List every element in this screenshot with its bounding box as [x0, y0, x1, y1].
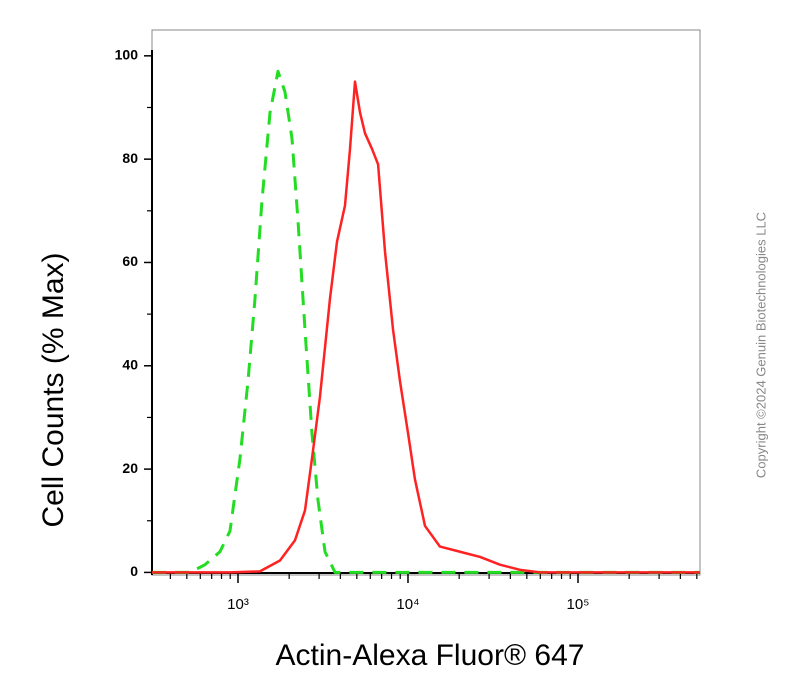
y-tick-label: 60 [122, 253, 138, 269]
x-tick-label: 10⁵ [567, 596, 590, 613]
y-tick-label: 80 [122, 150, 138, 166]
copyright: Copyright ©2024 Genuin Biotechnologies L… [753, 212, 768, 478]
x-tick-label: 10⁴ [396, 596, 419, 613]
histogram-line [152, 69, 700, 574]
y-tick-label: 0 [130, 563, 138, 579]
x-tick-label: 10³ [227, 596, 249, 613]
y-tick-label: 100 [115, 47, 139, 63]
plot-frame [151, 29, 701, 576]
y-tick-label: 20 [122, 460, 138, 476]
y-axis-label: Cell Counts (% Max) [37, 252, 70, 527]
histogram-line [152, 80, 700, 574]
y-tick-label: 40 [122, 356, 138, 372]
x-axis-label: Actin-Alexa Fluor® 647 [276, 639, 585, 672]
